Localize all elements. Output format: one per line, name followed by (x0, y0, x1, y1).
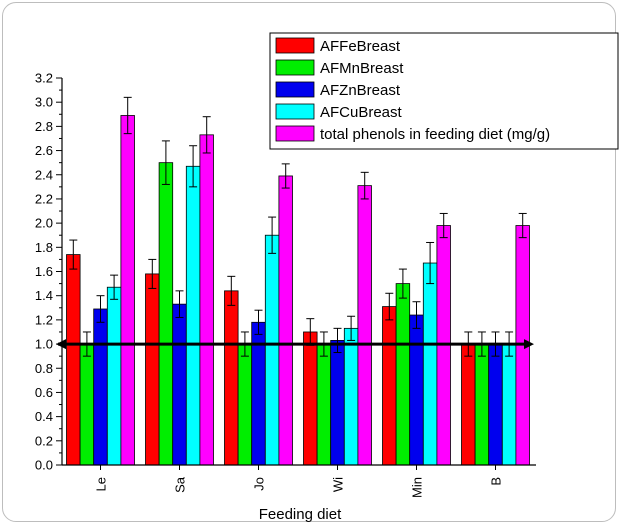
y-tick-label: 2.8 (35, 119, 53, 134)
legend-label: total phenols in feeding diet (mg/g) (320, 126, 550, 143)
bar-sa-afmnbreast (158, 162, 174, 466)
bar-sa-afcubreast (185, 165, 201, 466)
bar-b-afmnbreast (474, 343, 490, 466)
x-tick-label: Sa (173, 476, 188, 493)
y-tick-label: 2.4 (35, 167, 53, 182)
legend-label: AFFeBreast (320, 38, 401, 55)
y-tick-label: 1.4 (35, 288, 53, 303)
legend-label: AFZnBreast (320, 82, 401, 99)
bar-sa-total (199, 134, 214, 466)
bar-jo-afmnbreast (237, 343, 253, 466)
bar-wi-afcubreast (343, 327, 359, 466)
bar-wi-total (357, 185, 372, 466)
y-tick-label: 0.4 (35, 409, 53, 424)
reference-arrow-right (524, 339, 534, 350)
figure-frame (2, 2, 616, 522)
bar-min-afcubreast (422, 262, 438, 466)
y-tick-label: 1.2 (35, 312, 53, 327)
x-axis-title: Feeding diet (259, 506, 342, 523)
x-tick-label: B (489, 477, 504, 486)
bar-le-total (120, 115, 135, 466)
y-tick-label: 1.6 (35, 264, 53, 279)
bar-jo-affebreast (224, 290, 239, 466)
legend-swatch (275, 125, 315, 142)
y-tick-label: 2.6 (35, 143, 53, 158)
bar-min-afmnbreast (395, 283, 411, 466)
y-tick-label: 1.0 (35, 337, 53, 352)
bar-le-afmnbreast (79, 343, 95, 466)
reference-arrow-left (56, 339, 66, 350)
bar-wi-afznbreast (330, 340, 345, 466)
y-axis: 0.0 0.2 0.4 0.6 0.8 1.0 1.2 1.4 1.6 1.8 2.0 2.2 2.4 2… (35, 71, 63, 473)
y-tick-label: 2.0 (35, 216, 53, 231)
y-tick-label: 3.0 (35, 95, 53, 110)
legend-box (269, 32, 619, 150)
bar-sa-afznbreast (172, 303, 187, 466)
legend-swatch (275, 103, 315, 120)
bar-b-affebreast (461, 343, 476, 466)
bar-b-afznbreast (488, 343, 503, 466)
bar-jo-afcubreast (264, 234, 280, 466)
x-tick-label: Jo (252, 477, 267, 491)
bar-wi-affebreast (303, 331, 318, 466)
bar-le-affebreast (66, 254, 81, 466)
y-tick-label: 0.6 (35, 385, 53, 400)
bar-sa-affebreast (145, 273, 160, 466)
x-tick-label: Wi (331, 477, 346, 492)
bar-wi-afmnbreast (316, 343, 332, 466)
y-tick-label: 0.8 (35, 361, 53, 376)
legend-swatch (275, 59, 315, 76)
y-tick-label: 0.2 (35, 433, 53, 448)
legend-label: AFCuBreast (320, 104, 403, 121)
bar-min-affebreast (382, 306, 397, 466)
y-tick-label: 3.2 (35, 71, 53, 86)
bar-jo-total (278, 175, 293, 466)
bar-min-afznbreast (409, 314, 424, 466)
x-axis: Le Sa Jo Wi Min B (62, 464, 536, 498)
bar-le-afznbreast (93, 308, 108, 466)
legend: AFFeBreast AFMnBreast AFZnBreast AFCuBreast… (269, 32, 619, 150)
bar-b-afcubreast (501, 343, 517, 466)
y-tick-label: 0.0 (35, 458, 53, 473)
bars-group (66, 96, 530, 466)
legend-swatch (275, 37, 315, 54)
y-tick-label: 1.8 (35, 240, 53, 255)
bar-le-afcubreast (106, 286, 122, 466)
y-tick-label: 2.2 (35, 191, 53, 206)
legend-label: AFMnBreast (320, 60, 404, 77)
x-tick-label: Le (94, 477, 109, 491)
x-tick-label: Min (410, 477, 425, 498)
legend-swatch (275, 81, 315, 98)
